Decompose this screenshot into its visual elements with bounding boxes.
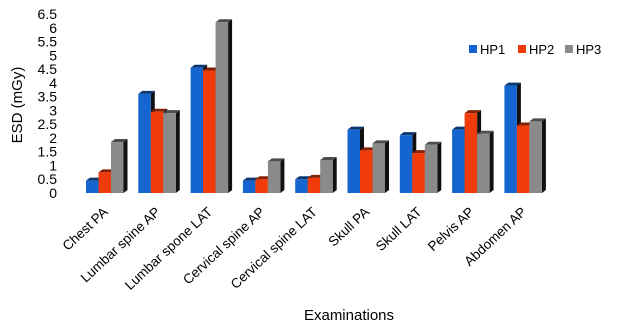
legend-swatch [518, 45, 526, 53]
bar-group [347, 126, 389, 193]
x-category-label: Chest PA [60, 204, 111, 253]
y-tick-label: 1 [49, 157, 57, 173]
y-tick-label: 0 [49, 185, 57, 201]
y-tick-label: 3 [49, 102, 57, 118]
bar-group [504, 82, 546, 193]
y-tick-label: 6.5 [38, 6, 58, 22]
x-category-label: Skull LAT [373, 204, 425, 254]
y-tick-label: 4.5 [38, 61, 58, 77]
bar [267, 158, 285, 193]
bar [215, 19, 233, 194]
y-tick-label: 2.5 [38, 116, 58, 132]
y-tick-label: 5.5 [38, 34, 58, 50]
x-category-label: Pelvis AP [425, 204, 477, 254]
x-category-label: Skull PA [325, 204, 372, 249]
legend-item: HP3 [565, 42, 601, 57]
y-tick-label: 6 [49, 20, 57, 36]
bar [424, 141, 442, 193]
legend-label: HP2 [529, 42, 554, 57]
y-tick-label: 2 [49, 130, 57, 146]
x-category-label: Cervical spine LAT [228, 204, 320, 292]
bar-group [242, 158, 285, 193]
bar [529, 118, 546, 193]
legend: HP1 HP2 HP3 [469, 42, 601, 57]
y-tick-label: 0.5 [38, 171, 58, 187]
bar [111, 139, 128, 193]
bar-group [295, 156, 337, 193]
y-axis-title: ESD (mGy) [9, 67, 26, 144]
bar [372, 140, 389, 193]
x-category-label: Lumbar spone LAT [122, 204, 215, 293]
bars [86, 19, 546, 194]
legend-swatch [565, 45, 573, 53]
legend-label: HP3 [576, 42, 601, 57]
bar-group [190, 19, 233, 194]
y-tick-label: 4 [49, 75, 57, 91]
bar-group [399, 132, 442, 193]
y-axis-ticks: 00.511.522.533.544.555.566.5 [38, 6, 58, 201]
legend-item: HP2 [518, 42, 554, 57]
legend-swatch [469, 45, 477, 53]
bar [163, 110, 180, 193]
bar-group [138, 90, 180, 193]
bar [477, 130, 494, 193]
x-axis-title: Examinations [304, 307, 394, 324]
legend-item: HP1 [469, 42, 505, 57]
bar-group [86, 139, 128, 193]
bar-group [452, 110, 494, 193]
y-tick-label: 1.5 [38, 144, 58, 160]
bar [320, 156, 337, 193]
legend-label: HP1 [480, 42, 505, 57]
y-tick-label: 5 [49, 47, 57, 63]
y-tick-label: 3.5 [38, 89, 58, 105]
